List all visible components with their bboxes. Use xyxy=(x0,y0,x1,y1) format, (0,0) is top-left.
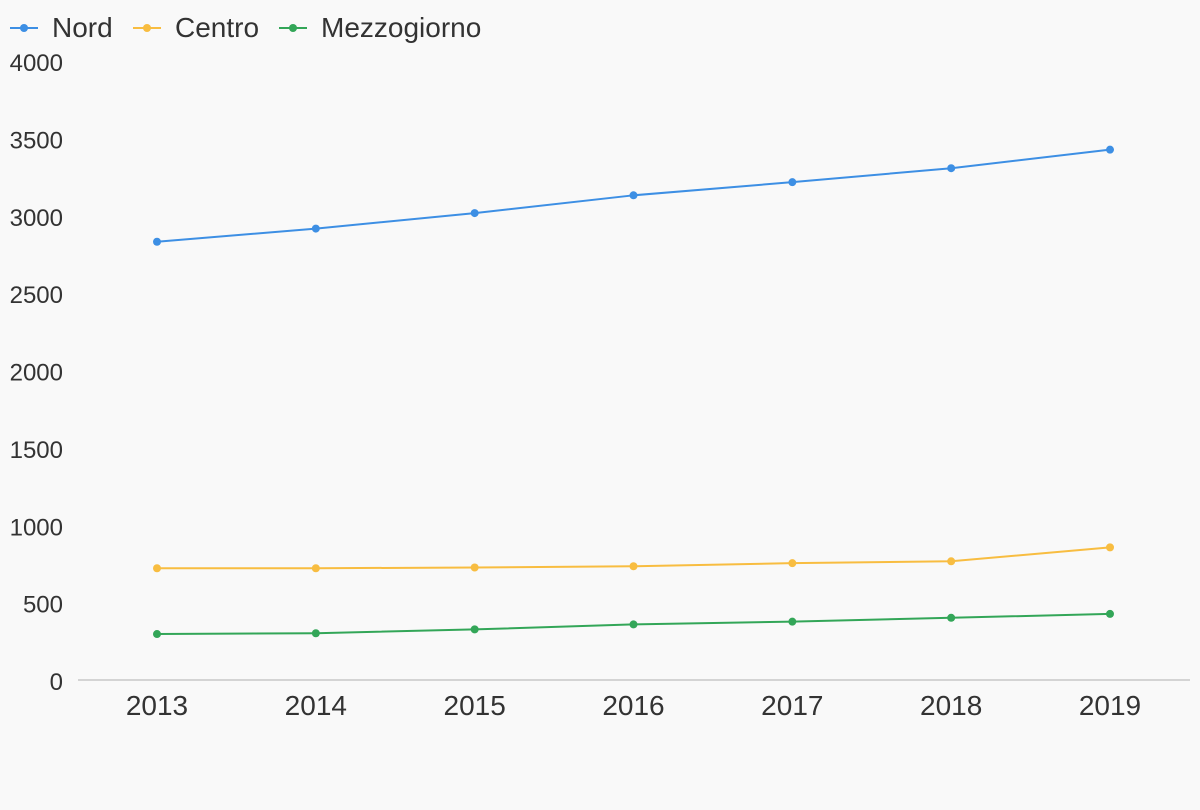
x-tick-label: 2016 xyxy=(602,690,664,721)
data-point[interactable] xyxy=(311,629,320,638)
data-point[interactable] xyxy=(1106,543,1114,552)
legend-dot-marker xyxy=(289,24,297,32)
x-tick-label: 2019 xyxy=(1079,690,1141,721)
data-point[interactable] xyxy=(629,191,638,200)
x-tick-label: 2013 xyxy=(126,690,188,721)
data-point[interactable] xyxy=(153,237,161,246)
data-point[interactable] xyxy=(629,620,638,629)
y-tick-label: 2500 xyxy=(10,282,63,309)
y-axis: 0 500 1000 1500 2000 2500 3000 3500 4000 xyxy=(10,50,63,696)
x-tick-label: 2017 xyxy=(761,690,823,721)
legend-item-centro[interactable]: Centro xyxy=(133,12,259,43)
series-nord xyxy=(153,145,1114,246)
data-point[interactable] xyxy=(1106,609,1114,618)
x-tick-label: 2014 xyxy=(285,690,347,721)
data-point[interactable] xyxy=(153,564,161,573)
series-mezzogiorno xyxy=(153,609,1114,639)
legend: Nord Centro Mezzogiorno xyxy=(10,12,481,43)
y-tick-label: 0 xyxy=(50,669,63,696)
y-tick-label: 500 xyxy=(23,592,63,619)
data-point[interactable] xyxy=(470,625,479,634)
data-point[interactable] xyxy=(947,164,956,173)
data-point[interactable] xyxy=(788,617,797,626)
data-point[interactable] xyxy=(947,613,956,622)
x-axis: 2013 2014 2015 2016 2017 2018 2019 xyxy=(78,679,1190,721)
data-point[interactable] xyxy=(311,224,320,233)
legend-item-nord[interactable]: Nord xyxy=(10,12,113,43)
x-tick-label: 2018 xyxy=(920,690,982,721)
y-tick-label: 4000 xyxy=(10,50,63,77)
y-tick-label: 2000 xyxy=(10,360,63,387)
data-point[interactable] xyxy=(947,557,956,566)
data-point[interactable] xyxy=(470,209,479,218)
legend-dot-marker xyxy=(20,24,28,32)
y-tick-label: 1500 xyxy=(10,437,63,464)
legend-label: Mezzogiorno xyxy=(321,12,481,43)
legend-item-mezzogiorno[interactable]: Mezzogiorno xyxy=(279,12,481,43)
y-tick-label: 3500 xyxy=(10,127,63,154)
data-point[interactable] xyxy=(153,630,161,639)
data-point[interactable] xyxy=(470,563,479,572)
data-point[interactable] xyxy=(311,564,320,573)
data-point[interactable] xyxy=(1106,145,1114,154)
y-tick-label: 1000 xyxy=(10,514,63,541)
series-layer xyxy=(153,145,1114,639)
data-point[interactable] xyxy=(788,178,797,187)
data-point[interactable] xyxy=(788,559,797,568)
y-tick-label: 3000 xyxy=(10,205,63,232)
series-centro xyxy=(153,543,1114,573)
legend-label: Nord xyxy=(52,12,113,43)
legend-label: Centro xyxy=(175,12,259,43)
legend-dot-marker xyxy=(143,24,151,32)
data-point[interactable] xyxy=(629,562,638,571)
x-tick-label: 2015 xyxy=(444,690,506,721)
